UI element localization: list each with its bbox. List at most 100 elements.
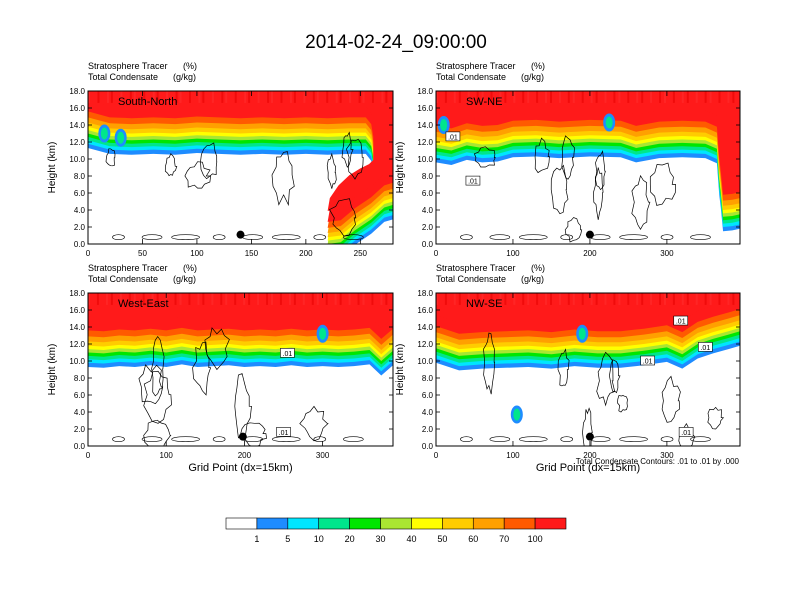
colorbar-swatch	[318, 517, 350, 530]
tracer-texture	[316, 91, 319, 103]
tracer-texture	[142, 293, 145, 305]
tracer-texture	[672, 293, 675, 305]
condensate-contour	[631, 174, 651, 231]
tracer-texture	[613, 293, 616, 305]
colorbar-swatch	[287, 517, 320, 530]
plot-area	[88, 91, 393, 244]
tracer-texture	[128, 293, 131, 305]
tracer-texture	[732, 293, 735, 305]
colorbar: 1 5 10 20 30 40 50 60 70 100	[225, 517, 567, 544]
tracer-texture	[659, 293, 662, 305]
tracer-texture	[311, 293, 314, 305]
tracer-texture	[106, 91, 109, 103]
y-tick-label: 10.0	[417, 155, 433, 164]
tracer-texture	[234, 293, 237, 305]
tracer-texture	[288, 293, 291, 305]
y-tick-label: 4.0	[422, 408, 434, 417]
panel-nw-se: .01 .01 .01 .01 NW-SE Stratosphere Tracer (%) T…	[395, 263, 741, 474]
condensate-contour-low	[690, 234, 711, 240]
panels-group: South-North Stratosphere Tracer (%) Total C…	[47, 61, 741, 474]
tracer-texture	[718, 91, 721, 103]
tracer-texture	[536, 293, 539, 305]
x-axis-label: Grid Point (dx=15km)	[188, 462, 292, 474]
condensate-contour	[143, 419, 172, 446]
condensate-contour	[143, 370, 172, 424]
panel-label: West-East	[118, 298, 169, 310]
condensate-contour-low	[460, 436, 473, 443]
condensate-contour	[473, 146, 496, 168]
y-tick-label: 2.0	[74, 223, 86, 232]
tracer-texture	[88, 91, 90, 103]
panel-south-north: South-North Stratosphere Tracer (%) Total C…	[47, 61, 394, 258]
y-tick-label: 14.0	[417, 121, 433, 130]
tracer-texture	[197, 293, 200, 305]
tracer-texture	[211, 91, 214, 103]
x-tick-label: 100	[160, 451, 174, 460]
tracer-texture	[595, 91, 598, 103]
tracer-texture	[513, 91, 516, 103]
colorbar-swatch	[503, 517, 536, 530]
condensate-contour-low	[212, 234, 226, 240]
tracer-texture	[225, 293, 228, 305]
x-tick-label: 300	[316, 451, 330, 460]
colorbar-label: 70	[499, 534, 509, 544]
condensate-contour	[299, 405, 329, 442]
tracer-texture	[156, 293, 159, 305]
x-tick-label: 50	[138, 249, 147, 258]
y-tick-label: 16.0	[417, 104, 433, 113]
tracer-texture	[527, 91, 530, 103]
tracer-texture	[339, 293, 342, 305]
tracer-texture	[436, 91, 438, 103]
tracer-texture	[339, 91, 342, 103]
condensate-contour	[596, 351, 616, 407]
condensate-contour-low	[343, 234, 364, 240]
y-tick-label: 10.0	[417, 357, 433, 366]
tracer-texture	[672, 91, 675, 103]
y-tick-label: 0.0	[74, 240, 86, 249]
tracer-texture	[129, 91, 132, 103]
y-tick-label: 0.0	[74, 442, 86, 451]
tracer-texture	[590, 293, 593, 305]
tracer-texture	[152, 91, 155, 103]
condensate-contour-low	[619, 436, 648, 443]
tracer-blob-core	[440, 119, 448, 131]
condensate-contour	[483, 332, 496, 395]
subtitle-condensate: Total Condensate	[88, 274, 158, 284]
contour-label-box	[673, 315, 689, 326]
tracer-texture	[536, 91, 539, 103]
tracer-texture	[257, 91, 260, 103]
x-tick-label: 200	[238, 451, 252, 460]
tracer-texture	[97, 91, 100, 103]
tracer-texture	[467, 293, 470, 305]
tracer-texture	[659, 91, 662, 103]
tracer-texture	[266, 293, 269, 305]
tracer-texture	[385, 293, 388, 305]
condensate-contour-low	[112, 234, 125, 240]
tracer-texture	[650, 91, 653, 103]
tracer-texture	[110, 91, 113, 103]
contour-label: .01	[283, 351, 293, 358]
condensate-contour	[326, 152, 337, 189]
location-marker	[585, 230, 594, 239]
tracer-texture	[727, 91, 730, 103]
condensate-contour	[609, 359, 621, 394]
condensate-contour	[661, 375, 681, 423]
tracer-texture	[349, 91, 352, 103]
tracer-texture	[371, 91, 374, 103]
tracer-texture	[198, 91, 201, 103]
tracer-blob-core	[513, 408, 521, 421]
tracer-texture	[165, 293, 168, 305]
y-axis-label: Height (km)	[47, 344, 58, 396]
plot-frame	[87, 292, 394, 447]
y-tick-label: 14.0	[69, 323, 85, 332]
colorbar-swatch	[442, 517, 474, 530]
location-marker	[585, 432, 594, 441]
contour-label: .01	[468, 179, 478, 186]
tracer-texture	[604, 91, 607, 103]
colorbar-label: 5	[285, 534, 290, 544]
colorbar-swatch	[380, 517, 412, 530]
tracer-texture	[248, 293, 251, 305]
y-axis-label: Height (km)	[395, 142, 406, 194]
tracer-texture	[476, 293, 479, 305]
tracer-texture	[476, 91, 479, 103]
